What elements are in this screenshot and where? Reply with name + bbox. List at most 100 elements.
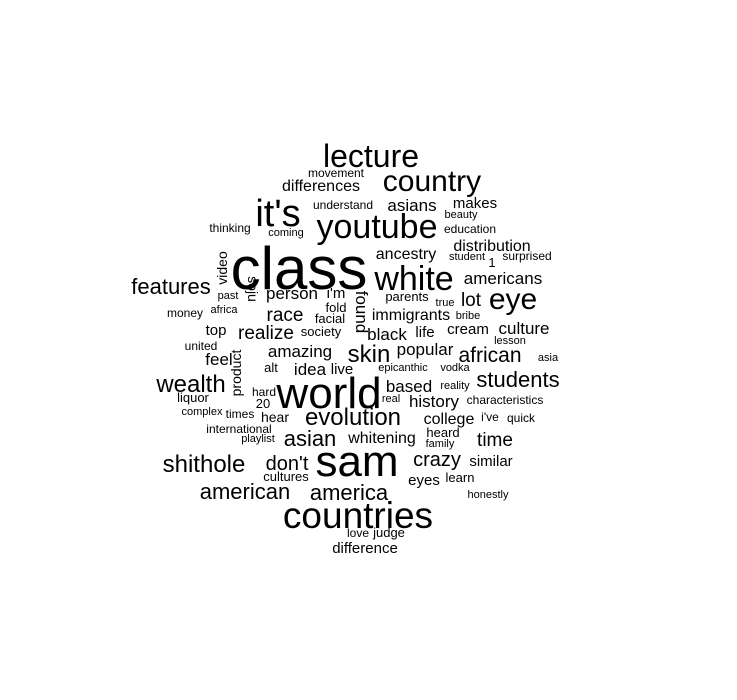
word-differences: differences (282, 178, 360, 195)
word-reality: reality (440, 380, 470, 392)
word-family: family (426, 438, 455, 450)
word-1: 1 (488, 255, 495, 270)
word-idea: idea (294, 360, 327, 379)
word-coming: coming (268, 227, 303, 239)
word-amazing: amazing (268, 342, 332, 361)
word-soju: soju (245, 276, 261, 302)
word-alt: alt (264, 360, 278, 375)
word-white: white (373, 260, 453, 298)
word-whitening: whitening (347, 430, 416, 447)
word-countries: countries (283, 495, 433, 536)
word-based: based (386, 377, 432, 396)
word-person: person (266, 284, 318, 303)
word-video: video (214, 251, 230, 285)
word-movement: movement (308, 166, 365, 180)
word-im: i'm (327, 285, 346, 302)
word-complex: complex (182, 406, 223, 418)
word-asian: asian (284, 426, 337, 451)
word-united: united (185, 339, 218, 353)
word-past: past (218, 290, 239, 302)
word-cream: cream (447, 321, 489, 338)
word-20: 20 (256, 396, 270, 411)
word-lot: lot (461, 290, 482, 311)
word-country: country (383, 165, 481, 198)
word-real: real (382, 393, 400, 405)
word-dont: don't (266, 453, 309, 475)
word-heard: heard (426, 425, 459, 440)
word-life: life (415, 324, 434, 341)
word-fold: fold (326, 300, 347, 315)
word-makes: makes (453, 195, 497, 212)
word-its: it's (255, 193, 300, 235)
word-education: education (444, 222, 496, 236)
word-lesson: lesson (494, 335, 526, 347)
word-similar: similar (469, 453, 512, 470)
word-crazy: crazy (413, 449, 461, 471)
word-eyes: eyes (408, 472, 440, 489)
word-liquor: liquor (177, 390, 209, 405)
word-found: found (352, 291, 371, 334)
word-honestly: honestly (468, 489, 509, 501)
word-thinking: thinking (209, 221, 250, 235)
word-race: race (267, 305, 304, 326)
word-international: international (206, 422, 271, 436)
word-realize: realize (238, 323, 294, 344)
word-youtube: youtube (317, 208, 438, 246)
word-playlist: playlist (241, 433, 275, 445)
word-true: true (436, 297, 455, 309)
word-american: american (200, 479, 290, 504)
word-shithole: shithole (163, 451, 246, 478)
word-live: live (331, 361, 354, 378)
word-judge: judge (372, 525, 405, 540)
word-bribe: bribe (456, 310, 480, 322)
word-understand: understand (313, 198, 373, 212)
word-love: love (347, 526, 369, 540)
word-distribution: distribution (453, 238, 530, 255)
word-america: america (310, 480, 389, 505)
word-eye: eye (489, 283, 537, 316)
word-asians: asians (387, 196, 436, 215)
word-parents: parents (385, 289, 429, 304)
word-epicanthic: epicanthic (378, 362, 428, 374)
word-culture: culture (498, 319, 549, 338)
word-lecture: lecture (323, 138, 419, 174)
word-class: class (231, 235, 368, 302)
word-americans: americans (464, 269, 542, 288)
word-history: history (409, 392, 460, 411)
word-difference: difference (332, 540, 398, 557)
word-product: product (228, 350, 244, 397)
word-black: black (367, 325, 407, 344)
word-times: times (226, 407, 255, 421)
word-features: features (131, 274, 211, 299)
word-cultures: cultures (263, 469, 309, 484)
word-asia: asia (538, 352, 559, 364)
word-african: african (458, 344, 521, 367)
word-ancestry: ancestry (376, 246, 436, 263)
word-popular: popular (397, 340, 454, 359)
word-world: world (275, 369, 381, 418)
word-money: money (167, 306, 203, 320)
word-college: college (424, 411, 475, 428)
word-wealth: wealth (155, 371, 225, 398)
word-characteristics: characteristics (467, 393, 544, 407)
word-hard: hard (252, 385, 276, 399)
word-top: top (206, 322, 227, 339)
word-beauty: beauty (444, 209, 478, 221)
word-sam: sam (315, 437, 398, 486)
word-student: student (449, 251, 485, 263)
word-quick: quick (507, 411, 536, 425)
word-evolution: evolution (305, 404, 401, 431)
word-facial: facial (315, 311, 345, 326)
word-surprised: surprised (502, 249, 551, 263)
word-students: students (476, 367, 559, 392)
word-immigrants: immigrants (372, 307, 450, 324)
word-africa: africa (211, 304, 239, 316)
word-society: society (301, 324, 342, 339)
word-feel: feel (205, 350, 232, 369)
word-skin: skin (348, 341, 391, 368)
word-time: time (477, 430, 513, 451)
word-learn: learn (446, 470, 475, 485)
word-hear: hear (261, 409, 289, 425)
word-vodka: vodka (440, 362, 470, 374)
